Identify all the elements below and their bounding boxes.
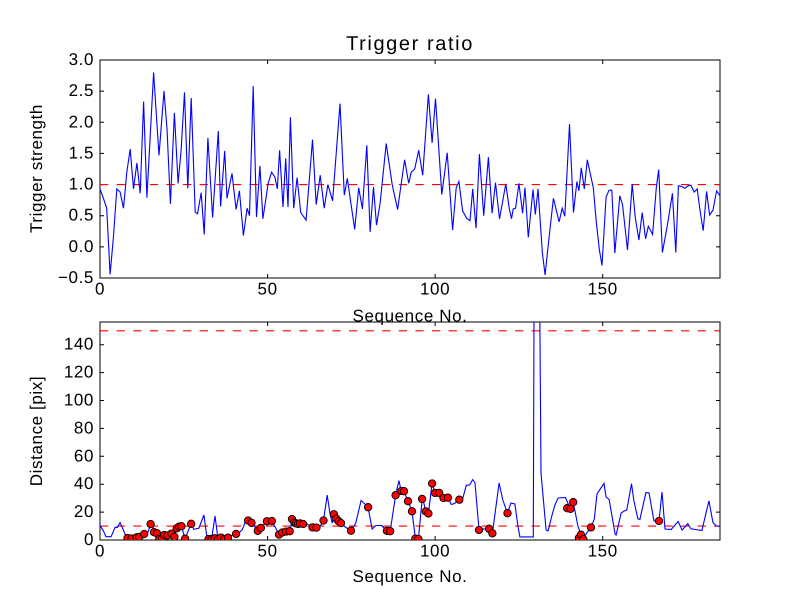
svg-text:60: 60: [74, 446, 94, 465]
svg-text:140: 140: [64, 335, 94, 354]
svg-text:80: 80: [74, 418, 94, 437]
svg-text:3.0: 3.0: [69, 50, 94, 69]
svg-text:20: 20: [74, 502, 94, 521]
svg-text:0.0: 0.0: [69, 237, 94, 256]
svg-text:150: 150: [588, 280, 618, 299]
svg-text:0: 0: [95, 280, 105, 299]
svg-text:0: 0: [95, 542, 105, 561]
svg-text:150: 150: [588, 542, 618, 561]
svg-text:Trigger ratio: Trigger ratio: [346, 33, 474, 55]
svg-text:50: 50: [258, 542, 278, 561]
svg-text:Distance [pix]: Distance [pix]: [27, 376, 46, 486]
svg-text:100: 100: [420, 542, 450, 561]
svg-text:Sequence No.: Sequence No.: [353, 567, 468, 586]
svg-text:0: 0: [84, 530, 94, 549]
svg-text:Sequence No.: Sequence No.: [353, 307, 468, 326]
svg-text:100: 100: [420, 280, 450, 299]
svg-text:−0.5: −0.5: [58, 268, 94, 287]
svg-text:1.5: 1.5: [69, 143, 94, 162]
svg-text:2.5: 2.5: [69, 81, 94, 100]
svg-text:0.5: 0.5: [69, 206, 94, 225]
svg-text:120: 120: [64, 363, 94, 382]
svg-text:50: 50: [258, 280, 278, 299]
svg-text:1.0: 1.0: [69, 175, 94, 194]
svg-text:40: 40: [74, 474, 94, 493]
svg-text:100: 100: [64, 391, 94, 410]
svg-text:2.0: 2.0: [69, 112, 94, 131]
svg-text:Trigger strength: Trigger strength: [27, 104, 46, 233]
